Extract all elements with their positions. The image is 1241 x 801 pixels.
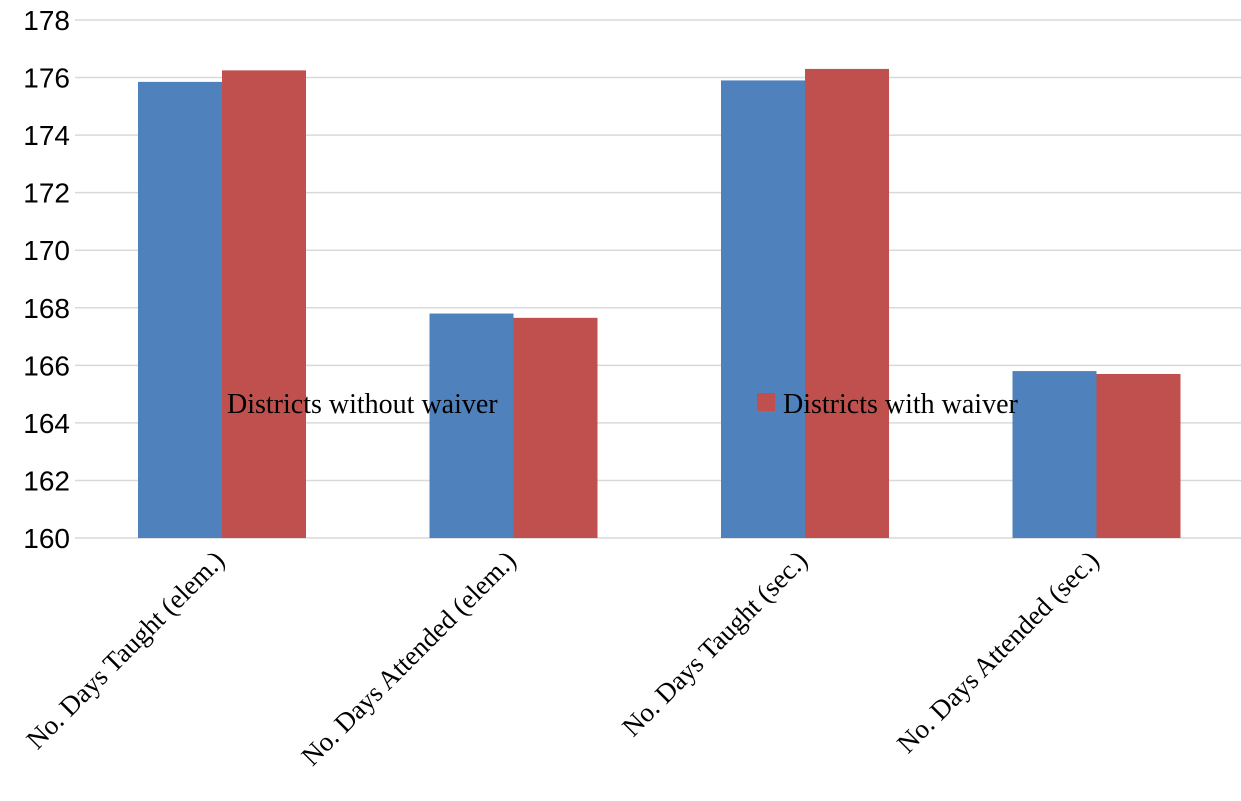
y-tick-label: 172 bbox=[23, 178, 70, 209]
bar-with-waiver bbox=[222, 70, 306, 538]
y-tick-label: 162 bbox=[23, 465, 70, 496]
x-tick-label: No. Days Attended (sec.) bbox=[891, 545, 1105, 759]
bar-without-waiver bbox=[429, 313, 514, 538]
y-tick-label: 178 bbox=[23, 5, 70, 36]
bar-with-waiver bbox=[1096, 373, 1181, 538]
legend-label-without-waiver: Districts without waiver bbox=[227, 389, 498, 420]
y-tick-label: 176 bbox=[23, 63, 70, 94]
y-tick-label: 164 bbox=[23, 408, 70, 439]
bar-without-waiver bbox=[1012, 371, 1097, 538]
bars bbox=[138, 68, 1181, 538]
x-axis-ticks: No. Days Taught (elem.) No. Days Attended… bbox=[20, 545, 1104, 771]
x-tick-label: No. Days Taught (sec.) bbox=[616, 545, 813, 742]
legend-swatch-with-waiver bbox=[757, 393, 775, 411]
bar-with-waiver bbox=[805, 68, 889, 538]
bar-without-waiver bbox=[138, 81, 222, 538]
bar-with-waiver bbox=[513, 317, 598, 538]
legend-label-with-waiver: Districts with waiver bbox=[783, 389, 1019, 420]
y-tick-label: 170 bbox=[23, 235, 70, 266]
y-tick-label: 160 bbox=[23, 523, 70, 554]
y-axis-ticks: 160 162 164 166 168 170 172 174 176 178 bbox=[23, 5, 70, 554]
y-tick-label: 166 bbox=[23, 350, 70, 381]
x-tick-label: No. Days Attended (elem.) bbox=[295, 545, 521, 771]
y-tick-label: 168 bbox=[23, 293, 70, 324]
bar-without-waiver bbox=[721, 80, 805, 538]
y-tick-label: 174 bbox=[23, 120, 70, 151]
legend: Districts without waiver Districts with … bbox=[227, 389, 1019, 420]
x-tick-label: No. Days Taught (elem.) bbox=[20, 545, 230, 755]
